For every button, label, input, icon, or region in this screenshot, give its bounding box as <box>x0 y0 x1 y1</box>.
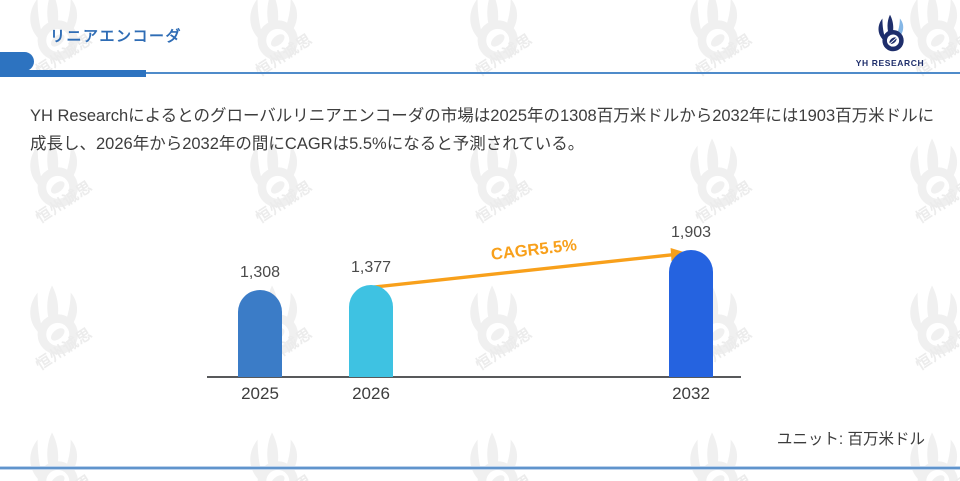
watermark: 恒州诚思 <box>228 431 324 481</box>
bar-chart: CAGR5.5% 1,308 2025 1,377 2026 1,903 2032 <box>207 220 741 410</box>
watermark-text: 恒州诚思 <box>31 469 96 481</box>
bar-2025 <box>238 290 282 377</box>
page-title: リニアエンコーダ <box>50 28 183 45</box>
watermark-text: 恒州诚思 <box>251 469 316 481</box>
bar-2032 <box>669 250 713 377</box>
watermark: 恒州诚思 <box>8 431 104 481</box>
brand-logo: YH RESEARCH <box>850 14 930 68</box>
bar-value-label-2026: 1,377 <box>350 259 392 276</box>
watermark: 恒州诚思 <box>888 284 960 388</box>
watermark: 恒州诚思 <box>8 284 104 388</box>
bar-2026 <box>349 285 393 377</box>
x-axis-label-2032: 2032 <box>672 384 710 403</box>
header-rule <box>0 72 960 74</box>
header-accent-pill <box>0 52 34 71</box>
cagr-arrow-icon <box>373 248 687 289</box>
x-axis-label-2025: 2025 <box>241 384 279 403</box>
watermark-logo-icon <box>470 432 518 481</box>
x-axis-label-2026: 2026 <box>352 384 390 403</box>
summary-line-2: 成長し、2026年から2032年の間にCAGRは5.5%になると予測されている。 <box>30 135 585 153</box>
watermark-text: 恒州诚思 <box>913 177 960 227</box>
watermark-text: 恒州诚思 <box>471 469 536 481</box>
bar-value-label-2032: 1,903 <box>670 224 712 241</box>
watermark-logo-icon <box>910 285 958 355</box>
watermark-logo-icon <box>690 432 738 481</box>
header-accent-bar <box>0 70 146 77</box>
watermark-logo-icon <box>30 432 78 481</box>
bar-value-label-2025: 1,308 <box>239 264 281 281</box>
watermark-text: 恒州诚思 <box>33 324 97 374</box>
brand-name: YH RESEARCH <box>855 58 925 68</box>
watermark-logo-icon <box>30 285 78 355</box>
watermark: 恒州诚思 <box>668 431 764 481</box>
watermark-text: 恒州诚思 <box>913 324 960 374</box>
watermark-logo-icon <box>250 432 298 481</box>
watermark: 恒州诚思 <box>448 431 544 481</box>
watermark-text: 恒州诚思 <box>33 177 97 227</box>
unit-label: ユニット: 百万米ドル <box>776 431 925 448</box>
watermark-text: 恒州诚思 <box>691 469 756 481</box>
summary-text: YH Researchによるとのグローバルリニアエンコーダの市場は2025年の1… <box>30 102 945 158</box>
chart-x-axis <box>207 376 741 378</box>
summary-line-1: YH Researchによるとのグローバルリニアエンコーダの市場は2025年の1… <box>30 107 935 125</box>
yh-logo-icon <box>878 14 904 52</box>
header: リニアエンコーダ <box>0 0 960 80</box>
footer-rule <box>0 467 960 469</box>
watermark-text: 恒州诚思 <box>911 469 960 481</box>
